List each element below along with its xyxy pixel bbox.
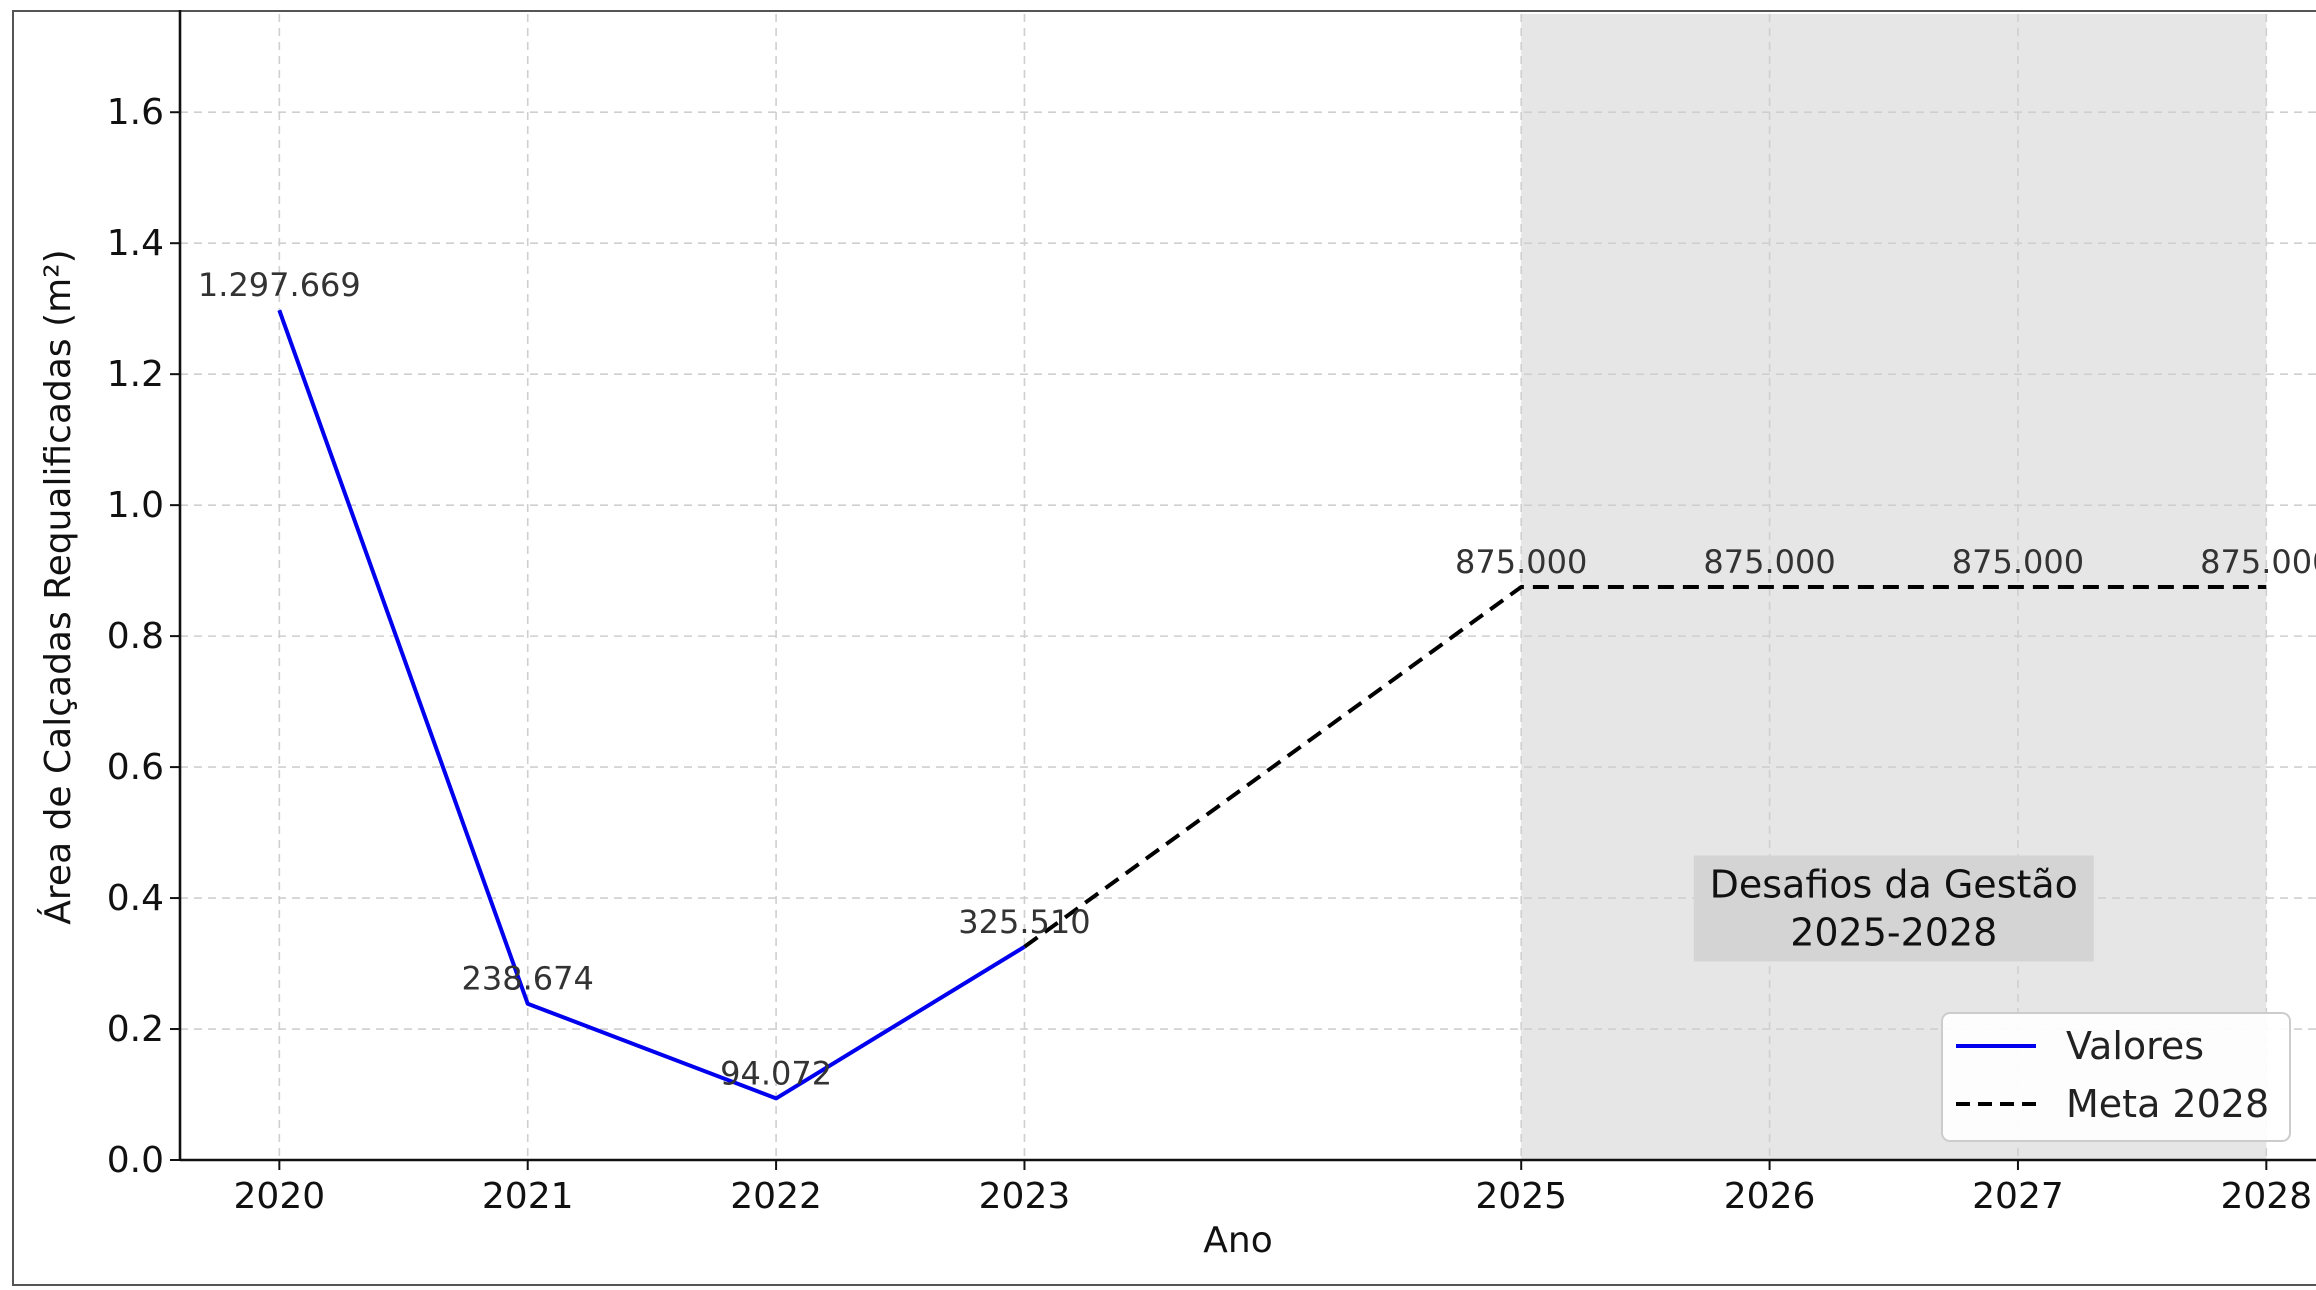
series-line-meta-2028 <box>1023 585 2267 949</box>
y-axis-label: Área de Calçadas Requalificadas (m²) <box>37 249 79 924</box>
x-tick-label: 2026 <box>1724 1176 1816 1217</box>
y-tick-label: 1.0 <box>107 485 164 526</box>
annotation-line-2: 2025-2028 <box>1790 910 1997 954</box>
data-label: 875.000 <box>1455 543 1587 581</box>
x-tick-label: 2027 <box>1972 1176 2064 1217</box>
legend-label-meta-2028: Meta 2028 <box>2066 1082 2269 1126</box>
data-label: 325.510 <box>958 903 1090 941</box>
x-tick-label: 2025 <box>1475 1176 1567 1217</box>
series-line-valores <box>277 309 1026 1101</box>
y-tick-label: 1.2 <box>107 354 164 395</box>
data-label: 94.072 <box>720 1054 832 1092</box>
annotation-box <box>1693 855 2094 962</box>
y-tick-label: 1.6 <box>107 92 164 133</box>
y-tick-label: 0.2 <box>107 1009 164 1050</box>
y-tick-label: 0.8 <box>107 616 164 657</box>
y-tick-label: 0.0 <box>107 1140 164 1181</box>
data-label: 875.000 <box>1952 543 2084 581</box>
annotation-line-1: Desafios da Gestão <box>1710 862 2078 906</box>
x-tick-label: 2028 <box>2221 1176 2313 1217</box>
x-tick-label: 2023 <box>979 1176 1071 1217</box>
legend: Valores Meta 2028 <box>1941 1012 2291 1142</box>
x-tick-label: 2021 <box>482 1176 574 1217</box>
figure-frame <box>12 10 2316 1286</box>
data-label: 875.000 <box>2200 543 2316 581</box>
data-label: 238.674 <box>462 960 594 998</box>
y-tick-label: 0.6 <box>107 747 164 788</box>
y-tick-label: 1.4 <box>107 223 164 264</box>
x-tick-label: 2022 <box>730 1176 822 1217</box>
data-label: 875.000 <box>1703 543 1835 581</box>
y-tick-label: 0.4 <box>107 878 164 919</box>
x-axis-label: Ano <box>1203 1220 1272 1261</box>
legend-label-valores: Valores <box>2066 1024 2204 1068</box>
x-tick-label: 2020 <box>234 1176 326 1217</box>
data-label: 1.297.669 <box>198 266 361 304</box>
